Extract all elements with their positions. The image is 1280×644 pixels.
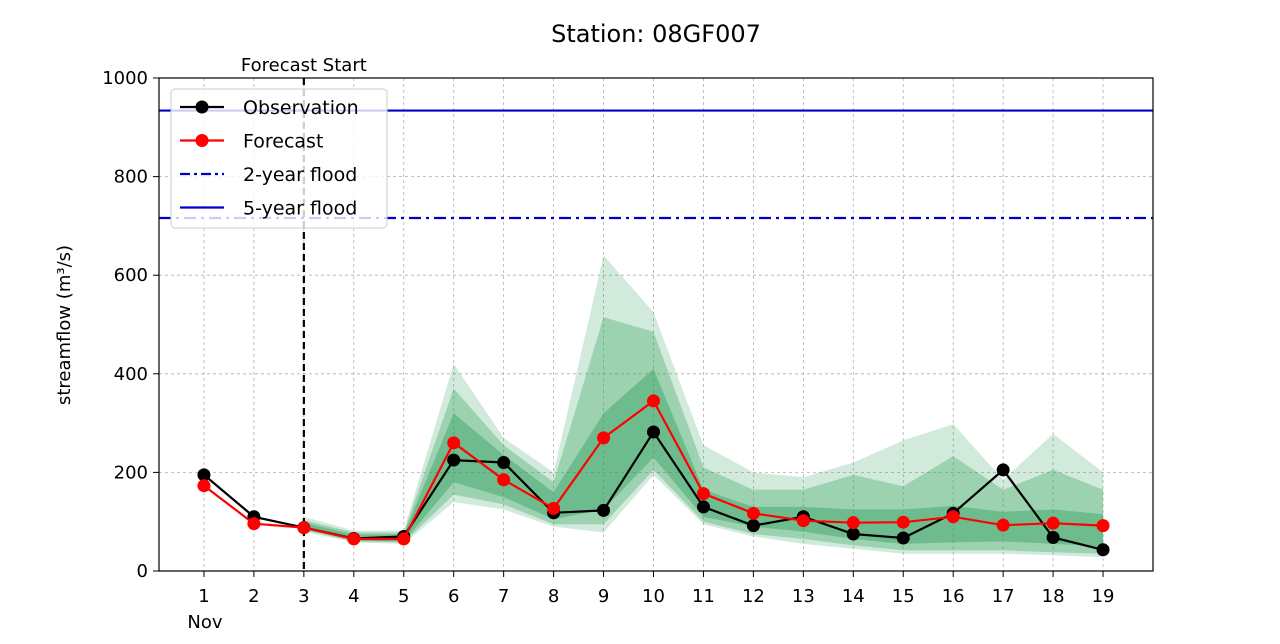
x-tick-label: 1 [198,586,209,607]
x-tick-label: 7 [498,586,509,607]
forecast-point [447,436,461,450]
forecast-point [896,515,910,529]
x-tick-label: 18 [1042,586,1065,607]
series-lines [197,394,1110,557]
y-tick-label: 800 [114,167,148,188]
observation-point [846,527,860,541]
forecast-point [1046,516,1060,530]
forecast-point [1096,519,1110,533]
forecast-point [247,517,261,531]
forecast-point [197,479,211,493]
forecast-point [347,532,361,546]
legend-label-observation: Observation [243,97,359,119]
y-axis-label-text: streamflow (m³/s) [54,245,75,405]
y-tick-label: 1000 [102,68,148,89]
observation-point [597,503,611,517]
observation-point [1046,530,1060,544]
observation-point [447,453,461,467]
x-tick-label: 13 [792,586,815,607]
forecast-point [746,506,760,520]
y-tick-label: 200 [114,462,148,483]
chart-title: Station: 08GF007 [551,20,761,48]
x-tick-label: 3 [298,586,309,607]
forecast-start-label: Forecast Start [241,55,367,76]
x-tick-label: 16 [942,586,965,607]
forecast-point [946,510,960,524]
x-tick-label: 12 [742,586,765,607]
forecast-point [597,431,611,445]
legend-label-two-year-flood: 2-year flood [243,164,357,186]
forecast-point [796,514,810,528]
y-tick-label: 0 [137,561,148,582]
forecast-point [397,532,411,546]
observation-point [696,500,710,514]
x-tick-label: 9 [598,586,609,607]
plot-frame [158,77,1154,572]
x-tick-label: 10 [642,586,665,607]
observation-point [647,425,661,439]
forecast-point [547,501,561,515]
x-tick-label: 8 [548,586,559,607]
uncertainty-band-middle [303,317,1104,554]
legend-marker-forecast [195,134,209,147]
legend-label-five-year-flood: 5-year flood [243,198,357,220]
y-tick-label: 600 [114,265,148,286]
forecast-point [297,521,311,535]
forecast-point [696,487,710,501]
forecast-point [996,518,1010,532]
observation-point [996,463,1010,477]
forecast-point [497,473,511,487]
x-tick-label: 5 [398,586,409,607]
observation-point [1096,543,1110,557]
legend: Observation Forecast 2-year flood 5-year fl… [170,88,388,229]
forecast-point [846,516,860,530]
y-axis-label: streamflow (m³/s) [54,245,75,405]
x-tick-label: 2 [248,586,259,607]
x-month-label: Nov [187,612,222,633]
x-tick-label: 17 [992,586,1015,607]
legend-box [170,88,388,229]
y-axis: 0 200 400 600 800 1000 [102,68,159,582]
observation-point [896,531,910,545]
legend-marker-observation [195,100,209,114]
x-tick-label: 15 [892,586,915,607]
x-tick-label: 4 [348,586,359,607]
y-tick-label: 400 [114,364,148,385]
x-tick-label: 19 [1092,586,1115,607]
legend-label-forecast: Forecast [243,131,323,153]
observation-point [746,519,760,533]
forecast-point [647,394,661,408]
x-tick-label: 11 [692,586,715,607]
observation-point [497,456,511,470]
observation-point [197,468,211,482]
x-tick-label: 6 [448,586,459,607]
x-axis: 1 2 3 4 5 6 7 8 9 10 11 12 13 14 15 16 17 18 19 [198,571,1115,607]
x-tick-label: 14 [842,586,865,607]
